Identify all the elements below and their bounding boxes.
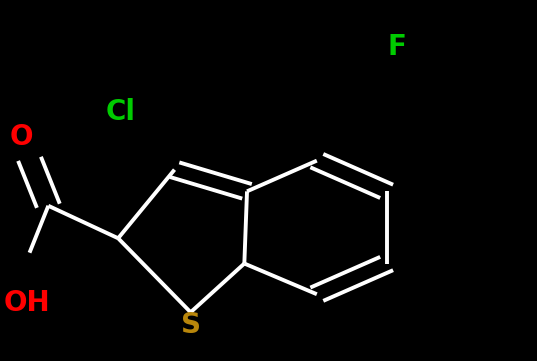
Text: S: S <box>180 311 201 339</box>
Text: OH: OH <box>4 289 50 317</box>
Text: O: O <box>10 123 33 151</box>
Text: Cl: Cl <box>106 98 136 126</box>
Text: F: F <box>388 33 407 61</box>
